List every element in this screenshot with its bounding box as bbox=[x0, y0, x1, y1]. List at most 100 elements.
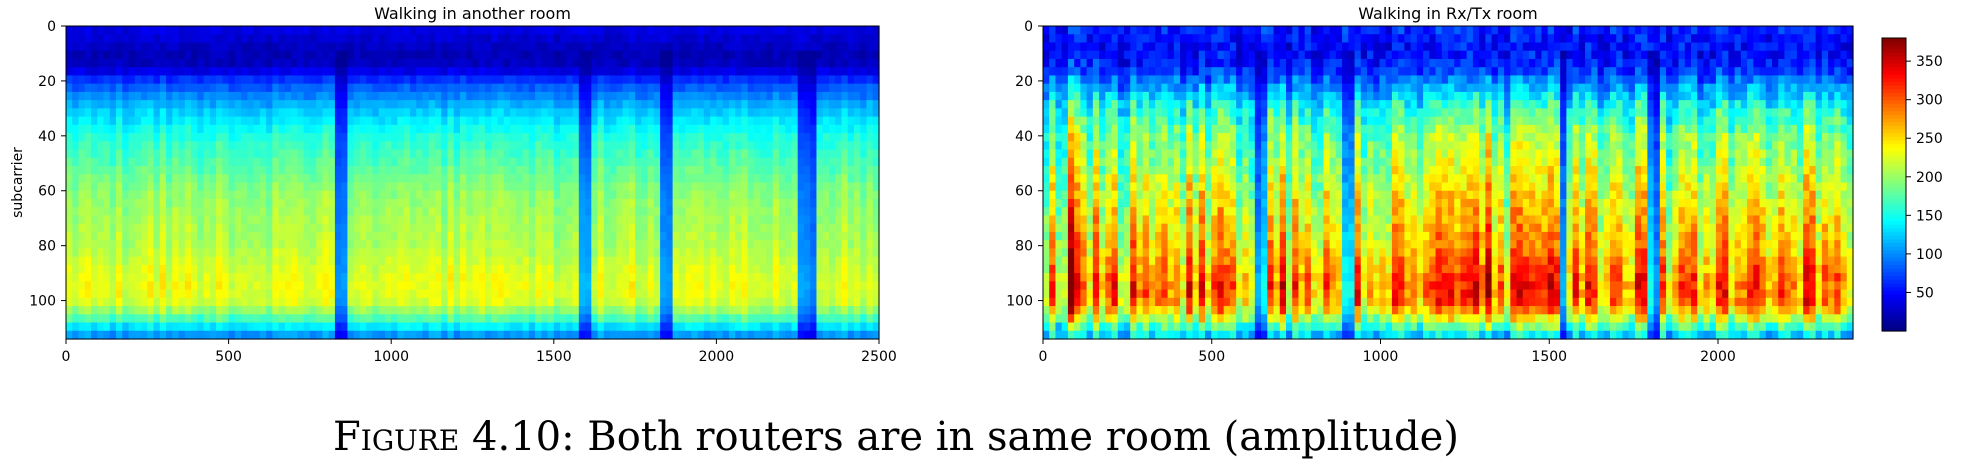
heatmap-cell bbox=[804, 133, 811, 142]
heatmap-cell bbox=[654, 314, 661, 323]
heatmap-cell bbox=[841, 108, 848, 117]
heatmap-cell bbox=[791, 257, 798, 266]
heatmap-cell bbox=[510, 290, 517, 299]
heatmap-cell bbox=[166, 232, 173, 241]
heatmap-cell bbox=[366, 199, 373, 208]
heatmap-cell bbox=[172, 59, 179, 68]
heatmap-cell bbox=[335, 290, 342, 299]
heatmap-cell bbox=[266, 232, 273, 241]
heatmap-cell bbox=[516, 265, 523, 274]
heatmap-cell bbox=[735, 240, 742, 249]
heatmap-cell bbox=[604, 125, 611, 134]
heatmap-cell bbox=[197, 84, 204, 93]
heatmap-cell bbox=[429, 141, 436, 150]
heatmap-cell bbox=[691, 117, 698, 126]
heatmap-cell bbox=[397, 26, 404, 35]
heatmap-cell bbox=[735, 224, 742, 233]
heatmap-cell bbox=[354, 34, 361, 43]
heatmap-cell bbox=[548, 323, 555, 332]
heatmap-cell bbox=[554, 240, 561, 249]
heatmap-cell bbox=[329, 141, 336, 150]
heatmap-cell bbox=[91, 59, 98, 68]
heatmap-cell bbox=[760, 248, 767, 257]
heatmap-cell bbox=[648, 125, 655, 134]
heatmap-cell bbox=[160, 298, 167, 307]
heatmap-cell bbox=[229, 166, 236, 175]
heatmap-cell bbox=[347, 257, 354, 266]
heatmap-cell bbox=[573, 290, 580, 299]
heatmap-cell bbox=[679, 199, 686, 208]
heatmap-cell bbox=[548, 92, 555, 101]
heatmap-cell bbox=[523, 215, 530, 224]
heatmap-cell bbox=[354, 273, 361, 282]
heatmap-cell bbox=[491, 273, 498, 282]
heatmap-cell bbox=[341, 174, 348, 183]
heatmap-cell bbox=[404, 224, 411, 233]
heatmap-cell bbox=[372, 59, 379, 68]
heatmap-cell bbox=[266, 84, 273, 93]
heatmap-cell bbox=[385, 84, 392, 93]
heatmap-cell bbox=[229, 314, 236, 323]
heatmap-cell bbox=[479, 141, 486, 150]
heatmap-cell bbox=[210, 59, 217, 68]
heatmap-cell bbox=[741, 158, 748, 167]
heatmap-cell bbox=[141, 323, 148, 332]
heatmap-cell bbox=[785, 150, 792, 159]
heatmap-cell bbox=[748, 141, 755, 150]
heatmap-cell bbox=[510, 108, 517, 117]
heatmap-cell bbox=[679, 298, 686, 307]
heatmap-cell bbox=[422, 257, 429, 266]
heatmap-cell bbox=[116, 158, 123, 167]
heatmap-cell bbox=[791, 166, 798, 175]
heatmap-cell bbox=[166, 166, 173, 175]
heatmap-cell bbox=[466, 67, 473, 76]
heatmap-cell bbox=[216, 133, 223, 142]
heatmap-cell bbox=[129, 125, 136, 134]
heatmap-cell bbox=[85, 166, 92, 175]
heatmap-cell bbox=[460, 215, 467, 224]
heatmap-cell bbox=[529, 232, 536, 241]
heatmap-cell bbox=[397, 306, 404, 315]
heatmap-cell bbox=[341, 306, 348, 315]
heatmap-cell bbox=[429, 331, 436, 340]
heatmap-cell bbox=[72, 34, 79, 43]
heatmap-cell bbox=[673, 125, 680, 134]
heatmap-cell bbox=[854, 224, 861, 233]
heatmap-cell bbox=[129, 108, 136, 117]
heatmap-cell bbox=[429, 314, 436, 323]
heatmap-cell bbox=[422, 273, 429, 282]
heatmap-cell bbox=[641, 92, 648, 101]
heatmap-cell bbox=[685, 108, 692, 117]
heatmap-cell bbox=[97, 166, 104, 175]
heatmap-cell bbox=[441, 141, 448, 150]
heatmap-cell bbox=[504, 224, 511, 233]
heatmap-cell bbox=[798, 92, 805, 101]
heatmap-cell bbox=[160, 265, 167, 274]
heatmap-cell bbox=[554, 133, 561, 142]
heatmap-cell bbox=[166, 207, 173, 216]
heatmap-cell bbox=[229, 298, 236, 307]
heatmap-cell bbox=[266, 298, 273, 307]
heatmap-cell bbox=[491, 224, 498, 233]
heatmap-cell bbox=[604, 323, 611, 332]
heatmap-cell bbox=[229, 100, 236, 109]
heatmap-cell bbox=[204, 314, 211, 323]
heatmap-cell bbox=[129, 141, 136, 150]
heatmap-cell bbox=[498, 125, 505, 134]
heatmap-cell bbox=[860, 183, 867, 192]
heatmap-cell bbox=[229, 84, 236, 93]
heatmap-cell bbox=[285, 232, 292, 241]
heatmap-cell bbox=[329, 248, 336, 257]
heatmap-cell bbox=[260, 298, 267, 307]
heatmap-cell bbox=[404, 141, 411, 150]
heatmap-cell bbox=[473, 75, 480, 84]
heatmap-cell bbox=[466, 100, 473, 109]
heatmap-cell bbox=[379, 191, 386, 200]
heatmap-cell bbox=[760, 265, 767, 274]
heatmap-cell bbox=[641, 158, 648, 167]
heatmap-cell bbox=[360, 141, 367, 150]
heatmap-cell bbox=[447, 117, 454, 126]
heatmap-cell bbox=[135, 281, 142, 290]
heatmap-cell bbox=[510, 207, 517, 216]
heatmap-cell bbox=[723, 248, 730, 257]
